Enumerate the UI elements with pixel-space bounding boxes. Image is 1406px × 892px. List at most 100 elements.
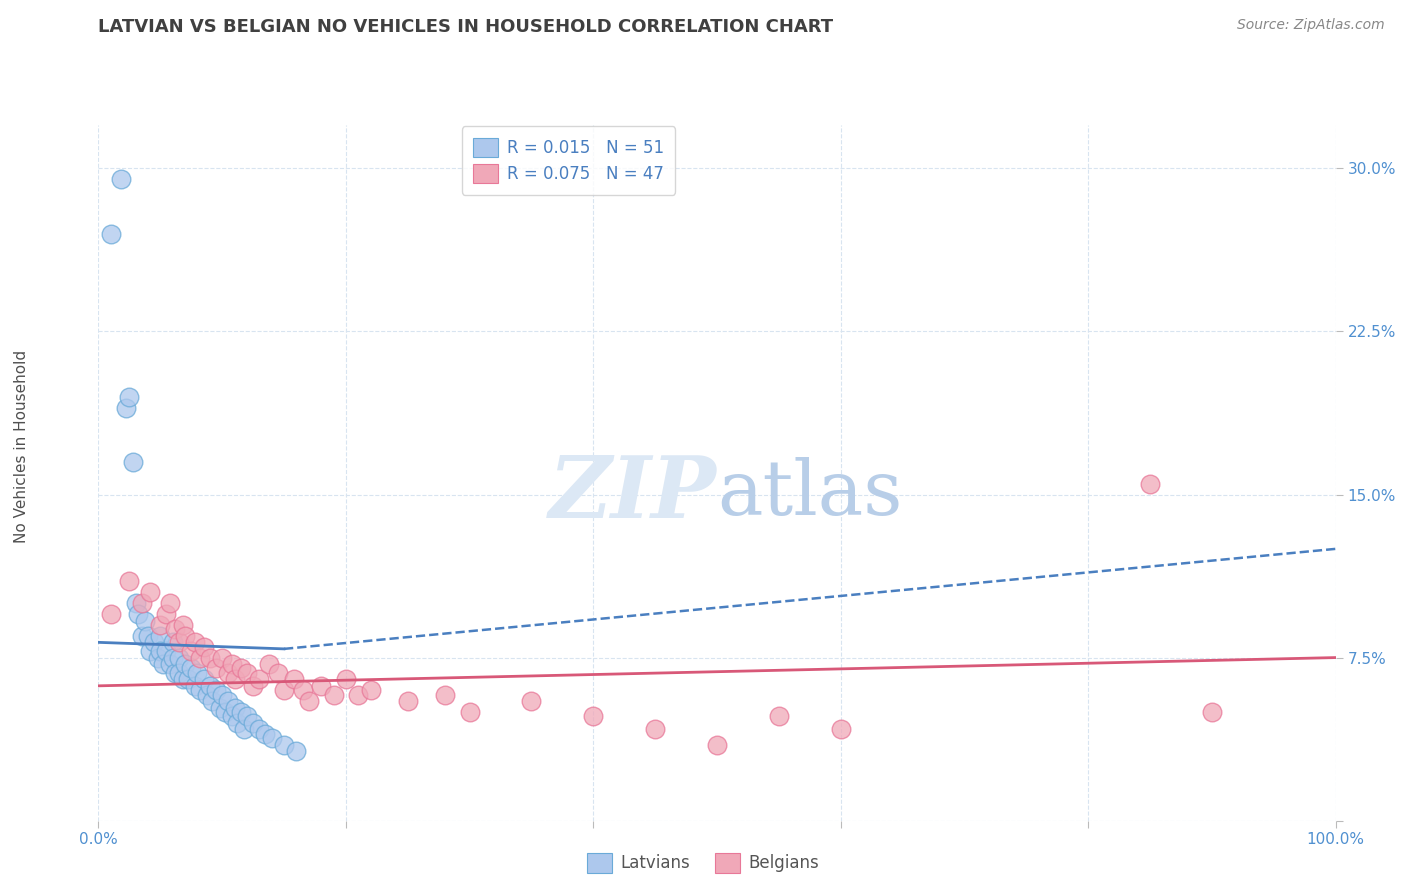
- Point: [273, 738, 295, 752]
- Point: [174, 657, 197, 671]
- Point: [201, 694, 224, 708]
- Point: [180, 661, 202, 675]
- Point: [184, 635, 207, 649]
- Point: [582, 709, 605, 723]
- Point: [118, 574, 141, 589]
- Point: [267, 665, 290, 680]
- Point: [433, 688, 456, 702]
- Point: [205, 683, 228, 698]
- Point: [520, 694, 543, 708]
- Point: [257, 657, 280, 671]
- Point: [152, 657, 174, 671]
- Point: [360, 683, 382, 698]
- Text: Source: ZipAtlas.com: Source: ZipAtlas.com: [1237, 18, 1385, 32]
- Point: [309, 679, 332, 693]
- Point: [291, 683, 314, 698]
- Point: [830, 723, 852, 737]
- Point: [143, 635, 166, 649]
- Point: [149, 618, 172, 632]
- Point: [298, 694, 321, 708]
- Point: [100, 227, 122, 241]
- Point: [768, 709, 790, 723]
- Point: [136, 629, 159, 643]
- Point: [167, 635, 190, 649]
- Legend: R = 0.015   N = 51, R = 0.075   N = 47: R = 0.015 N = 51, R = 0.075 N = 47: [461, 127, 675, 194]
- Point: [193, 673, 215, 687]
- Point: [139, 644, 162, 658]
- Legend: Latvians, Belgians: Latvians, Belgians: [581, 847, 825, 880]
- Point: [188, 683, 211, 698]
- Point: [159, 657, 181, 671]
- Point: [195, 688, 218, 702]
- Point: [159, 596, 181, 610]
- Point: [167, 650, 190, 665]
- Point: [396, 694, 419, 708]
- Point: [134, 614, 156, 628]
- Point: [236, 665, 259, 680]
- Point: [214, 705, 236, 719]
- Text: ZIP: ZIP: [550, 452, 717, 535]
- Point: [211, 688, 233, 702]
- Point: [217, 694, 239, 708]
- Point: [221, 657, 243, 671]
- Point: [155, 607, 177, 621]
- Point: [165, 665, 187, 680]
- Point: [322, 688, 344, 702]
- Point: [260, 731, 283, 745]
- Point: [208, 700, 231, 714]
- Point: [162, 635, 184, 649]
- Point: [188, 650, 211, 665]
- Point: [644, 723, 666, 737]
- Point: [221, 709, 243, 723]
- Point: [226, 715, 249, 730]
- Point: [347, 688, 370, 702]
- Point: [1201, 705, 1223, 719]
- Point: [198, 650, 221, 665]
- Point: [172, 673, 194, 687]
- Point: [1139, 476, 1161, 491]
- Point: [247, 673, 270, 687]
- Point: [233, 723, 256, 737]
- Point: [114, 401, 136, 415]
- Point: [211, 650, 233, 665]
- Point: [205, 661, 228, 675]
- Point: [193, 640, 215, 654]
- Point: [283, 673, 305, 687]
- Point: [139, 585, 162, 599]
- Point: [176, 673, 198, 687]
- Point: [458, 705, 481, 719]
- Point: [335, 673, 357, 687]
- Point: [131, 596, 153, 610]
- Point: [217, 665, 239, 680]
- Point: [247, 723, 270, 737]
- Point: [198, 679, 221, 693]
- Text: atlas: atlas: [717, 457, 903, 531]
- Point: [273, 683, 295, 698]
- Point: [149, 629, 172, 643]
- Point: [184, 679, 207, 693]
- Point: [149, 644, 172, 658]
- Point: [229, 705, 252, 719]
- Point: [100, 607, 122, 621]
- Point: [224, 673, 246, 687]
- Point: [124, 596, 146, 610]
- Point: [224, 700, 246, 714]
- Point: [285, 744, 308, 758]
- Point: [236, 709, 259, 723]
- Point: [229, 661, 252, 675]
- Point: [242, 715, 264, 730]
- Text: No Vehicles in Household: No Vehicles in Household: [14, 350, 28, 542]
- Point: [172, 618, 194, 632]
- Point: [186, 665, 208, 680]
- Point: [180, 644, 202, 658]
- Point: [131, 629, 153, 643]
- Point: [174, 629, 197, 643]
- Point: [165, 623, 187, 637]
- Point: [242, 679, 264, 693]
- Point: [162, 650, 184, 665]
- Point: [118, 390, 141, 404]
- Text: LATVIAN VS BELGIAN NO VEHICLES IN HOUSEHOLD CORRELATION CHART: LATVIAN VS BELGIAN NO VEHICLES IN HOUSEH…: [98, 18, 834, 36]
- Point: [110, 172, 132, 186]
- Point: [167, 665, 190, 680]
- Point: [706, 738, 728, 752]
